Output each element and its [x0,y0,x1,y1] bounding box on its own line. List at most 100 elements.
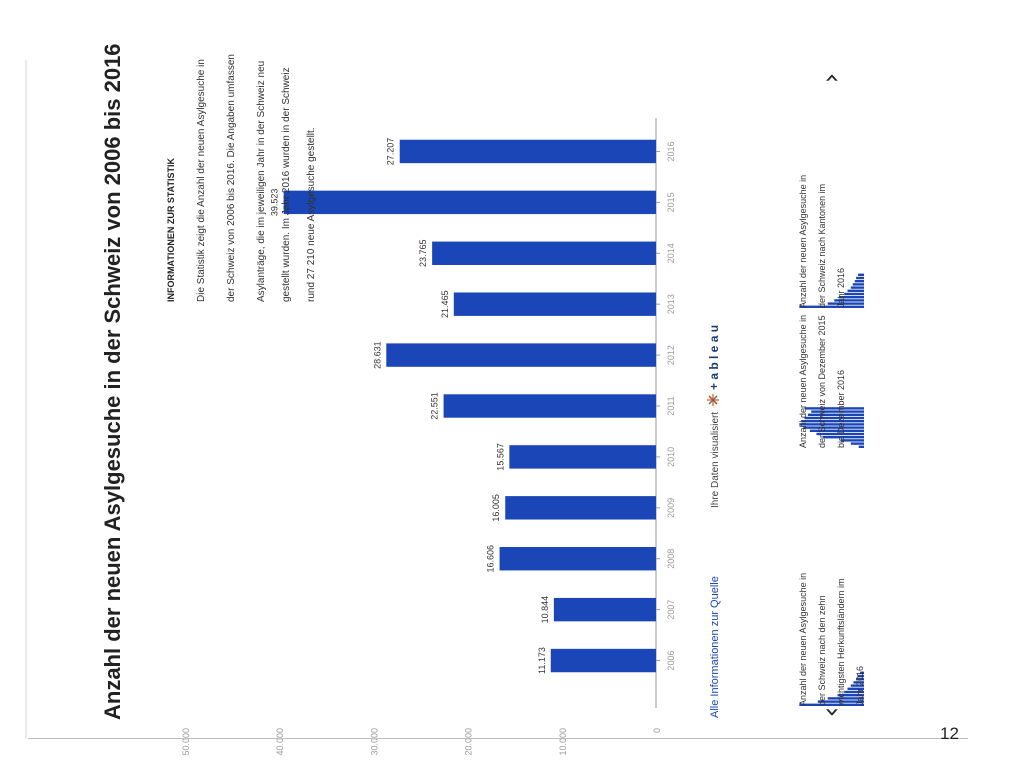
tableau-logo-text: + a b l e a u [707,325,721,390]
thumbnail-bar [856,678,865,681]
thumbnail-bar [811,410,865,413]
statistik-info: INFORMATIONEN ZUR STATISTIK Die Statisti… [166,54,317,302]
bar-2008 [499,547,656,571]
thumbnail-caption-line: Jahr 2016 [836,268,846,308]
related-statistics: Anzahl der neuen Asylgesuche in der Schwe… [798,175,865,707]
thumbnail-bar [799,703,865,706]
info-heading: INFORMATIONEN ZUR STATISTIK [166,158,176,302]
bar-2016 [399,139,656,164]
data-label: 15.567 [495,443,505,471]
thumbnail-bar [850,684,864,687]
thumbnail-bar [804,407,864,410]
thumbnail-bar [847,289,864,292]
thumbnail-caption-line: Anzahl der neuen Asylgesuche in [798,175,808,308]
prev-chevron-icon[interactable]: › [817,73,847,83]
thumbnail-bar [801,419,864,423]
related-statistic-card[interactable]: Anzahl der neuen Asylgesuche in der Schwe… [798,315,865,448]
data-label: 10.844 [540,596,550,624]
thumbnail-bar [799,305,865,308]
bar-2010 [509,445,656,469]
source-link[interactable]: Alle Informationen zur Quelle [709,576,721,718]
thumbnail-caption-line: der Schweiz nach den zehn [817,595,827,706]
x-tick-label: 2012 [666,345,676,365]
data-label: 16.606 [486,545,496,573]
tableau-caption: Ihre Daten visualisiert [710,412,721,508]
x-tick-label: 2016 [666,141,676,161]
x-tick-label: 2008 [666,549,676,569]
data-label: 23.765 [418,240,428,268]
thumbnail-bar [844,690,865,694]
info-line: rund 27 210 neue Asylgesuche gestellt. [306,127,317,302]
info-line: Die Statistik zeigt die Anzahl der neuen… [196,59,207,302]
thumbnail-caption-line: Jahr 2016 [855,666,865,706]
thumbnail-bar [834,299,864,302]
data-label: 39.523 [270,189,280,217]
svg-text:›: › [817,73,847,83]
thumbnail-bar [860,671,864,674]
y-tick-label: 10.000 [558,728,568,756]
thumbnail-bar [809,429,865,432]
tableau-badge: Ihre Daten visualisiert + a b l e a u [707,325,721,508]
data-label: 27.207 [386,138,396,166]
data-label: 11.173 [537,647,547,674]
thumbnail-caption-line: der Schweiz nach Kantonen im [817,184,827,308]
x-tick-label: 2010 [666,447,676,467]
y-tick-label: 40.000 [275,728,285,756]
thumbnail-bar [847,687,864,690]
bar-2011 [443,394,656,418]
x-tick-label: 2013 [666,294,676,314]
thumbnail-bar [856,276,865,280]
bar-2014 [432,241,656,265]
thumbnail-bar [838,295,864,299]
next-chevron-icon[interactable]: ‹ [817,707,847,717]
thumbnail-bar [857,674,865,678]
thumbnail-bar [799,423,865,426]
thumbnail-bar [858,273,864,276]
data-label: 21.465 [440,290,450,318]
thumbnail-bar [827,302,865,305]
thumbnail-bar [823,435,865,439]
related-statistic-card[interactable]: Anzahl der neuen Asylgesuche in der Schwe… [798,175,865,308]
y-tick-label: 20.000 [464,728,474,756]
thumbnail-bar [807,413,865,416]
thumbnail-bar [852,283,865,286]
svg-text:‹: ‹ [817,707,847,717]
bar-2012 [386,343,656,367]
thumbnail-bar [850,442,864,445]
thumbnail-caption-line: Anzahl der neuen Asylgesuche in [798,573,808,706]
thumbnail-bar [844,292,865,296]
page-number: 12 [940,724,959,743]
x-tick-label: 2006 [666,651,676,671]
bar-2009 [505,496,657,520]
thumbnail-bar [858,445,864,448]
bar-2006 [550,648,657,673]
thumbnail-caption-line: wichtigsten Herkunftsländern im [836,578,846,707]
thumbnail-caption-line: Anzahl der neuen Asylgesuche in [798,315,808,448]
thumbnail-bar [816,432,864,436]
thumbnail-bar [803,426,865,429]
related-statistic-card[interactable]: Anzahl der neuen Asylgesuche in der Schwe… [798,573,865,707]
thumbnail-bar [850,286,864,289]
thumbnail-bar [837,694,864,697]
bar-2007 [553,597,657,622]
thumbnail-bar [840,439,865,442]
x-tick-label: 2015 [666,192,676,212]
thumbnail-bar [854,279,865,283]
info-line: gestellt wurden. Im Jahr 2016 wurden in … [281,67,292,302]
bar-2013 [453,292,657,316]
x-tick-label: 2011 [666,396,676,415]
thumbnail-caption-line: bis Dezember 2016 [836,370,846,448]
x-tick-label: 2007 [666,600,676,620]
chart-title: Anzahl der neuen Asylgesuche in der Schw… [100,43,125,720]
y-tick-label: 50.000 [181,728,191,756]
x-tick-label: 2009 [666,498,676,518]
bar-2015 [283,190,656,215]
y-tick-label: 30.000 [369,728,379,756]
info-line: der Schweiz von 2006 bis 2016. Die Angab… [226,54,237,302]
tableau-logo-icon [707,394,719,406]
thumbnail-bar [827,697,865,700]
data-label: 16.005 [491,494,501,522]
bar-chart: 0 10.000 20.000 30.000 40.000 50.000 11.173 200… [181,118,676,756]
data-label: 22.551 [430,392,440,420]
